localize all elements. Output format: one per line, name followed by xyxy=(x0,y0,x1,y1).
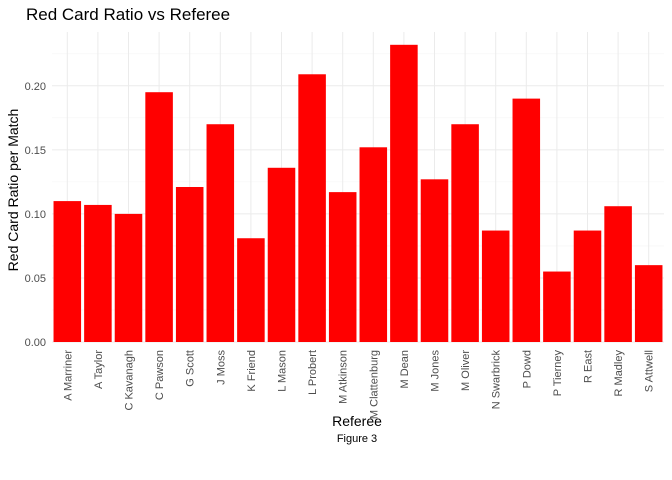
bar-c-kavanagh xyxy=(114,213,143,342)
y-axis-title: Red Card Ratio per Match xyxy=(5,109,21,272)
x-tick-label: N Swarbrick xyxy=(491,350,503,410)
x-tick-label: P Tierney xyxy=(552,350,564,397)
bar-p-tierney xyxy=(543,271,571,342)
bar-m-jones xyxy=(420,179,449,342)
grid-lines xyxy=(52,32,664,343)
bar-a-marriner xyxy=(53,201,82,342)
bar-c-pawson xyxy=(145,92,173,343)
x-tick-label: M Atkinson xyxy=(338,350,350,404)
x-tick-label: K Friend xyxy=(246,350,258,392)
x-tick-label: A Marriner xyxy=(62,350,74,401)
bars xyxy=(53,44,663,343)
bar-a-taylor xyxy=(84,204,112,342)
bar-r-madley xyxy=(604,206,632,342)
y-tick-label: 0.05 xyxy=(25,273,46,285)
x-tick-label: L Mason xyxy=(277,350,289,392)
bar-n-swarbrick xyxy=(481,230,510,342)
x-tick-label: R Madley xyxy=(613,350,625,397)
x-tick-label: R East xyxy=(583,350,595,383)
bar-s-attwell xyxy=(634,265,663,342)
bar-m-dean xyxy=(390,44,418,343)
x-axis-title: Referee xyxy=(332,413,382,429)
bar-r-east xyxy=(573,230,602,342)
x-tick-label: C Kavanagh xyxy=(124,350,136,411)
figure-caption: Figure 3 xyxy=(337,433,377,445)
x-tick-label: L Probert xyxy=(307,350,319,395)
bar-j-moss xyxy=(206,124,235,342)
x-tick-label: C Pawson xyxy=(154,350,166,400)
x-tick-label: S Attwell xyxy=(644,350,656,392)
y-tick-label: 0.20 xyxy=(25,81,46,93)
x-tick-label: P Dowd xyxy=(521,350,533,388)
y-tick-label: 0.10 xyxy=(25,209,46,221)
chart-title: Red Card Ratio vs Referee xyxy=(26,5,230,24)
x-tick-label: J Moss xyxy=(215,350,227,385)
y-tick-label: 0.00 xyxy=(25,337,46,349)
bar-k-friend xyxy=(237,238,265,342)
x-tick-label: M Dean xyxy=(399,350,411,389)
y-tick-label: 0.15 xyxy=(25,145,46,157)
bar-m-oliver xyxy=(451,124,479,342)
bar-l-mason xyxy=(267,167,296,342)
x-tick-label: M Clattenburg xyxy=(368,350,380,419)
x-axis-ticks: A Marriner A Taylor C Kavanagh C Pawson G Sc… xyxy=(62,350,655,420)
x-tick-label: M Oliver xyxy=(460,350,472,391)
x-tick-label: M Jones xyxy=(430,350,442,392)
x-tick-label: G Scott xyxy=(185,350,197,387)
y-axis-ticks: 0.00 0.05 0.10 0.15 0.20 xyxy=(25,81,46,349)
bar-m-atkinson xyxy=(328,192,357,342)
bar-m-clattenburg xyxy=(359,147,388,342)
bar-l-probert xyxy=(298,74,326,342)
x-tick-label: A Taylor xyxy=(93,350,105,389)
bar-g-scott xyxy=(175,187,204,342)
bar-p-dowd xyxy=(512,98,541,342)
